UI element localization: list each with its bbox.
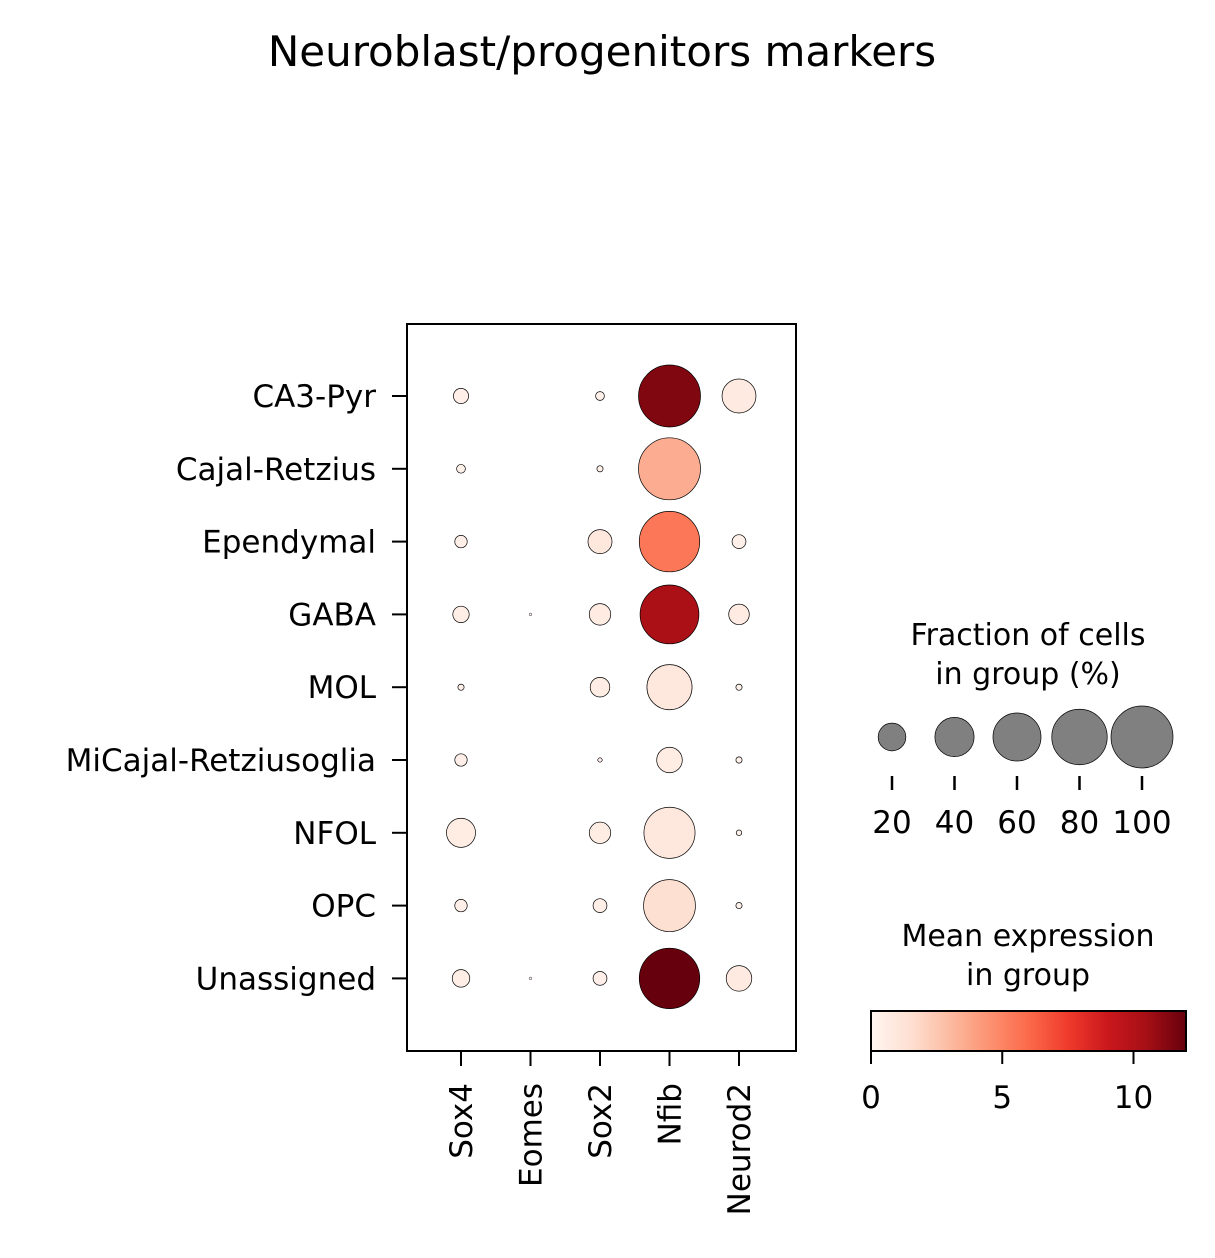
dot-ependymal-nfib <box>638 511 701 573</box>
size-legend-dot-20 <box>877 722 907 752</box>
dot-opc-nfib <box>643 879 696 932</box>
chart-title: Neuroblast/progenitors markers <box>268 27 936 76</box>
size-legend-label-60: 60 <box>997 805 1036 841</box>
x-tick-label-sox4: Sox4 <box>444 1083 480 1159</box>
y-tick-label-cajal-retzius: Cajal-Retzius <box>176 452 376 488</box>
dot-opc-sox4 <box>454 899 468 913</box>
dot-gaba-eomes <box>528 612 533 616</box>
dot-ca3-pyr-nfib <box>638 364 701 428</box>
size-legend-label-80: 80 <box>1060 805 1099 841</box>
dots-layer <box>446 364 757 1009</box>
dot-nfol-nfib <box>643 806 696 859</box>
dot-ca3-pyr-sox2 <box>595 391 605 401</box>
dot-gaba-sox4 <box>452 605 470 623</box>
dot-unassigned-neurod2 <box>725 965 753 992</box>
colorbar <box>870 1010 1187 1052</box>
dot-nfol-neurod2 <box>735 829 743 836</box>
dot-micajal-retziusoglia-nfib <box>656 746 683 774</box>
y-tick-label-opc: OPC <box>311 889 376 925</box>
dot-nfol-sox4 <box>446 817 476 848</box>
size-legend-title-line2: in group (%) <box>935 657 1120 692</box>
dot-mol-neurod2 <box>735 683 743 691</box>
y-tick-label-micajal-retziusoglia: MiCajal-Retziusoglia <box>66 743 376 779</box>
dot-opc-neurod2 <box>735 902 743 910</box>
y-tick-label-ependymal: Ependymal <box>202 525 376 561</box>
color-legend-title-line2: in group <box>966 958 1090 993</box>
y-tick-label-mol: MOL <box>308 670 377 706</box>
dot-opc-sox2 <box>592 898 608 913</box>
size-legend-label-100: 100 <box>1112 805 1171 841</box>
color-legend: Mean expression in group 0 5 10 <box>861 919 1187 1116</box>
size-legend-label-40: 40 <box>935 805 974 841</box>
dot-unassigned-sox2 <box>592 971 608 986</box>
size-legend: Fraction of cells in group (%) 20 40 60 80 1… <box>872 618 1174 841</box>
dot-mol-nfib <box>646 664 693 711</box>
colorbar-tick-label-5: 5 <box>992 1080 1012 1116</box>
size-legend-items: 20 40 60 80 100 <box>872 705 1174 841</box>
dot-mol-sox4 <box>457 683 465 691</box>
y-axis: CA3-Pyr Cajal-Retzius Ependymal GABA MOL MiCa… <box>66 379 407 997</box>
x-tick-label-sox2: Sox2 <box>583 1083 619 1159</box>
dot-unassigned-eomes <box>528 976 533 980</box>
x-tick-label-neurod2: Neurod2 <box>722 1083 758 1215</box>
dot-nfol-sox2 <box>588 821 612 844</box>
y-tick-label-nfol: NFOL <box>293 816 376 852</box>
color-legend-title-line1: Mean expression <box>901 919 1154 954</box>
size-legend-dot-80 <box>1051 708 1108 766</box>
size-legend-dot-60 <box>992 712 1042 762</box>
dot-cajal-retzius-sox4 <box>456 464 466 474</box>
colorbar-ticks: 0 5 10 <box>861 1051 1153 1116</box>
x-tick-label-nfib: Nfib <box>653 1083 689 1145</box>
size-legend-dot-40 <box>934 717 975 757</box>
dot-unassigned-nfib <box>638 947 701 1009</box>
colorbar-tick-label-10: 10 <box>1114 1080 1153 1116</box>
dot-cajal-retzius-nfib <box>638 437 701 501</box>
dot-ca3-pyr-neurod2 <box>721 378 757 414</box>
plot-area: CA3-Pyr Cajal-Retzius Ependymal GABA MOL MiCa… <box>66 323 797 1215</box>
dot-ependymal-neurod2 <box>731 534 747 549</box>
y-tick-label-gaba: GABA <box>288 597 376 633</box>
size-legend-title-line1: Fraction of cells <box>911 618 1146 653</box>
colorbar-tick-label-0: 0 <box>861 1080 881 1116</box>
dot-ependymal-sox2 <box>587 529 613 554</box>
dot-ca3-pyr-sox4 <box>453 388 469 404</box>
y-tick-label-ca3-pyr: CA3-Pyr <box>252 379 376 415</box>
x-axis: Sox4 Eomes Sox2 Nfib Neurod2 <box>444 1051 758 1215</box>
dot-gaba-nfib <box>639 584 700 645</box>
size-legend-label-20: 20 <box>872 805 911 841</box>
dot-gaba-sox2 <box>588 603 612 626</box>
y-tick-label-unassigned: Unassigned <box>196 961 376 997</box>
dot-gaba-neurod2 <box>728 603 750 626</box>
dot-micajal-retziusoglia-neurod2 <box>735 756 743 764</box>
dot-micajal-retziusoglia-sox4 <box>454 753 468 767</box>
dot-ependymal-sox4 <box>454 535 468 549</box>
dot-mol-sox2 <box>589 677 611 698</box>
x-tick-label-eomes: Eomes <box>514 1083 550 1187</box>
dot-unassigned-sox4 <box>451 969 471 988</box>
dot-cajal-retzius-sox2 <box>596 465 604 473</box>
size-legend-dot-100 <box>1110 705 1174 769</box>
dot-micajal-retziusoglia-sox2 <box>597 757 603 763</box>
